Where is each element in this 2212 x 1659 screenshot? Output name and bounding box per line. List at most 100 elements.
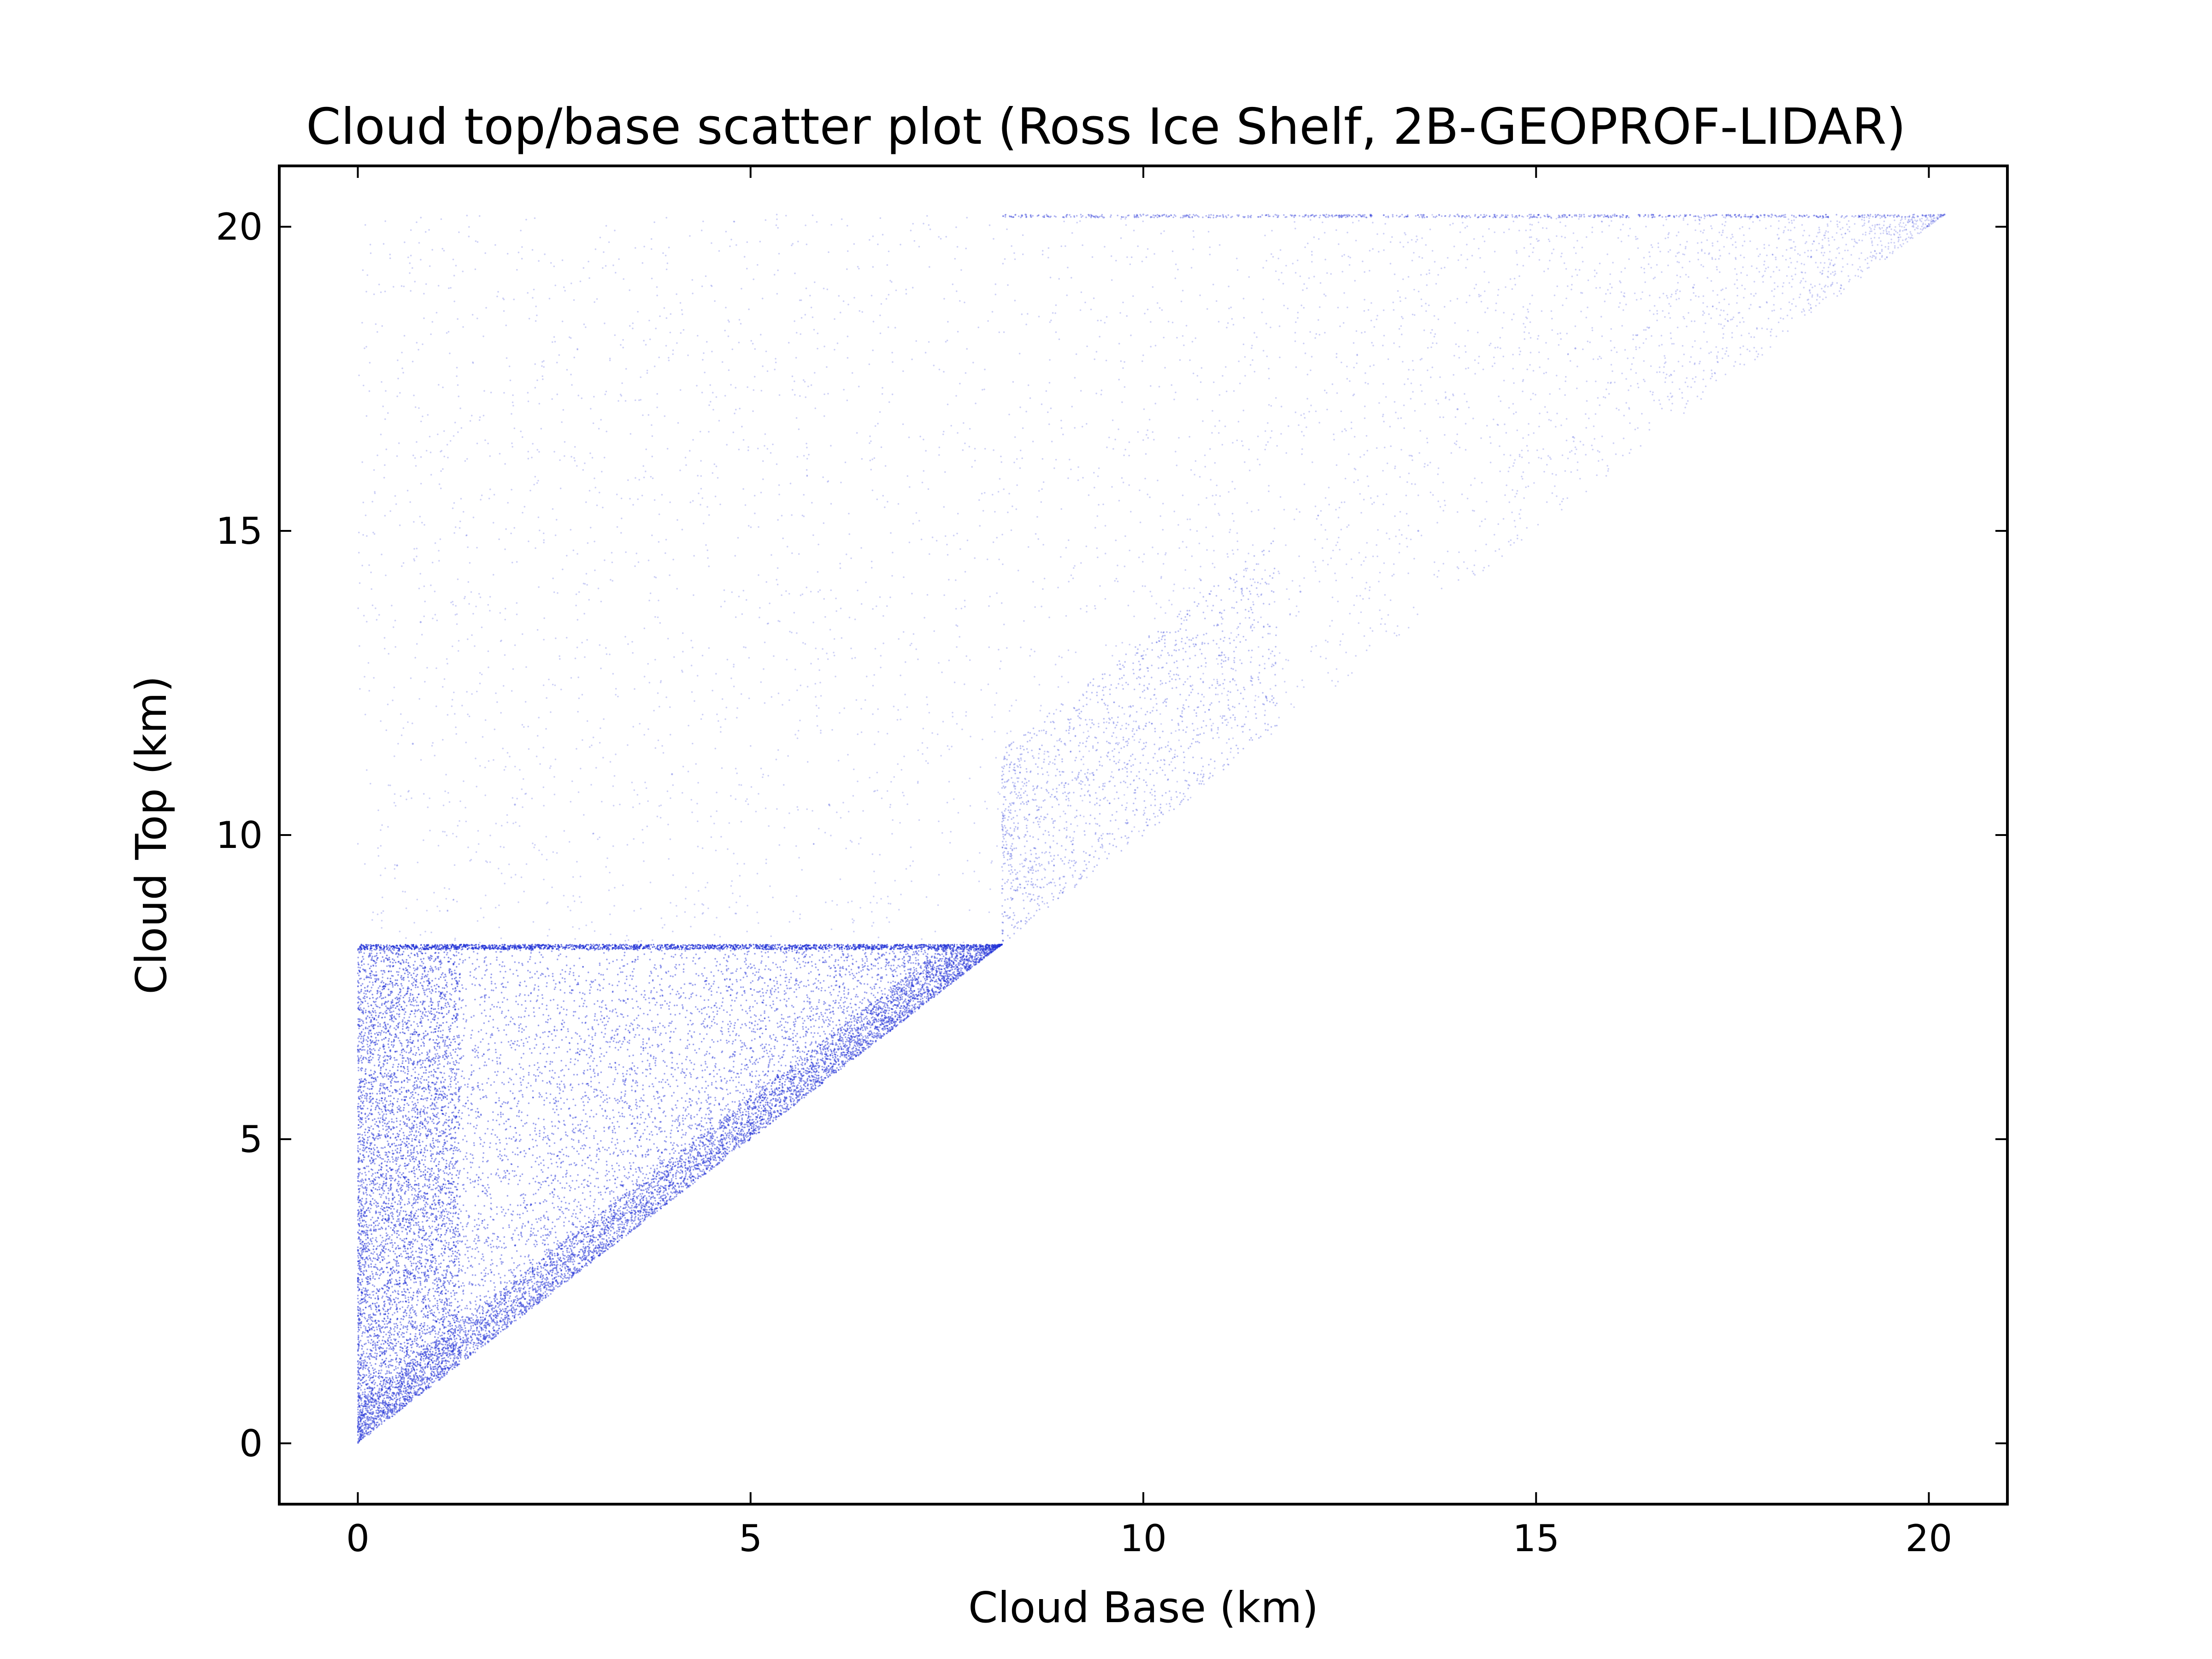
scatter-point — [518, 1030, 520, 1032]
scatter-point — [526, 1240, 528, 1242]
scatter-point — [669, 1153, 671, 1155]
scatter-point — [811, 1041, 813, 1043]
scatter-point — [836, 1067, 838, 1069]
scatter-point — [535, 1140, 537, 1141]
scatter-point — [475, 968, 477, 970]
scatter-point — [477, 1055, 478, 1057]
scatter-point — [581, 1183, 583, 1185]
scatter-point — [594, 1013, 596, 1015]
scatter-point — [566, 1170, 568, 1172]
scatter-point — [770, 969, 771, 971]
scatter-point — [427, 1325, 429, 1327]
scatter-point — [371, 1175, 373, 1177]
scatter-point — [388, 1159, 389, 1161]
scatter-point — [661, 1160, 663, 1162]
scatter-point — [593, 1169, 594, 1171]
scatter-point — [564, 992, 566, 994]
scatter-point — [485, 1095, 487, 1097]
scatter-point — [544, 1128, 546, 1130]
scatter-point — [533, 1301, 535, 1303]
scatter-point — [433, 1076, 435, 1077]
scatter-point — [475, 978, 477, 980]
scatter-point — [690, 994, 692, 995]
scatter-point — [704, 1000, 706, 1001]
scatter-point — [387, 1141, 388, 1142]
scatter-point — [363, 993, 365, 994]
scatter-point — [855, 1009, 857, 1011]
scatter-point — [371, 1082, 372, 1083]
scatter-point — [649, 1073, 651, 1075]
scatter-point — [665, 1115, 667, 1117]
scatter-point — [407, 1081, 409, 1083]
scatter-point — [567, 1235, 569, 1236]
scatter-point — [490, 1247, 492, 1248]
scatter-point — [650, 1168, 652, 1170]
scatter-point — [654, 1126, 656, 1128]
scatter-point — [424, 1235, 425, 1236]
scatter-point — [559, 1087, 560, 1089]
scatter-point — [701, 1008, 703, 1010]
scatter-point — [765, 1025, 767, 1027]
scatter-point — [428, 1217, 430, 1219]
scatter-point — [660, 1033, 662, 1035]
scatter-point — [406, 1103, 408, 1105]
scatter-point — [420, 1116, 422, 1118]
scatter-point — [1417, 530, 1419, 532]
scatter-point — [812, 954, 813, 956]
scatter-point — [799, 964, 801, 965]
scatter-point — [473, 1015, 475, 1017]
scatter-point — [457, 1240, 459, 1242]
scatter-point — [815, 978, 817, 980]
scatter-point — [594, 1088, 595, 1090]
scatter-point — [806, 1000, 808, 1002]
scatter-point — [361, 1335, 363, 1337]
scatter-point — [721, 1114, 723, 1116]
scatter-point — [791, 950, 793, 952]
scatter-point — [759, 976, 761, 977]
scatter-point — [726, 1012, 728, 1013]
scatter-point — [573, 1074, 575, 1076]
scatter-point — [652, 1134, 653, 1136]
scatter-point — [748, 1007, 750, 1009]
scatter-point — [358, 1209, 359, 1211]
scatter-point — [777, 1041, 778, 1042]
scatter-point — [913, 967, 915, 969]
scatter-point — [571, 1089, 572, 1091]
scatter-point — [358, 1337, 359, 1339]
scatter-point — [795, 988, 797, 990]
scatter-point — [376, 1032, 378, 1034]
scatter-point — [657, 1097, 659, 1099]
scatter-point — [398, 971, 400, 973]
scatter-point — [655, 1203, 657, 1205]
scatter-point — [445, 1245, 447, 1247]
scatter-point — [495, 1092, 497, 1094]
scatter-point — [634, 1070, 636, 1072]
scatter-point — [573, 1131, 575, 1133]
scatter-point — [361, 1278, 363, 1280]
scatter-point — [595, 1130, 597, 1132]
scatter-point — [402, 1301, 404, 1303]
scatter-point — [673, 1142, 675, 1144]
scatter-point — [555, 1236, 557, 1238]
scatter-point — [461, 1285, 463, 1287]
scatter-point — [542, 1048, 544, 1050]
scatter-point — [953, 958, 955, 959]
scatter-point — [684, 1118, 686, 1120]
scatter-point — [399, 1200, 400, 1202]
scatter-point — [670, 975, 671, 977]
scatter-point — [689, 1030, 691, 1032]
scatter-point — [713, 1070, 715, 1072]
scatter-point — [368, 1367, 370, 1369]
scatter-point — [769, 1062, 771, 1064]
scatter-point — [358, 1127, 359, 1129]
scatter-point — [523, 1053, 524, 1055]
scatter-point — [388, 1393, 390, 1394]
scatter-point — [450, 1237, 452, 1239]
scatter-point — [519, 1140, 521, 1142]
scatter-point — [773, 1117, 775, 1119]
scatter-point — [394, 1232, 395, 1234]
scatter-point — [637, 959, 639, 960]
scatter-point — [381, 1297, 383, 1299]
scatter-point — [490, 1197, 492, 1199]
